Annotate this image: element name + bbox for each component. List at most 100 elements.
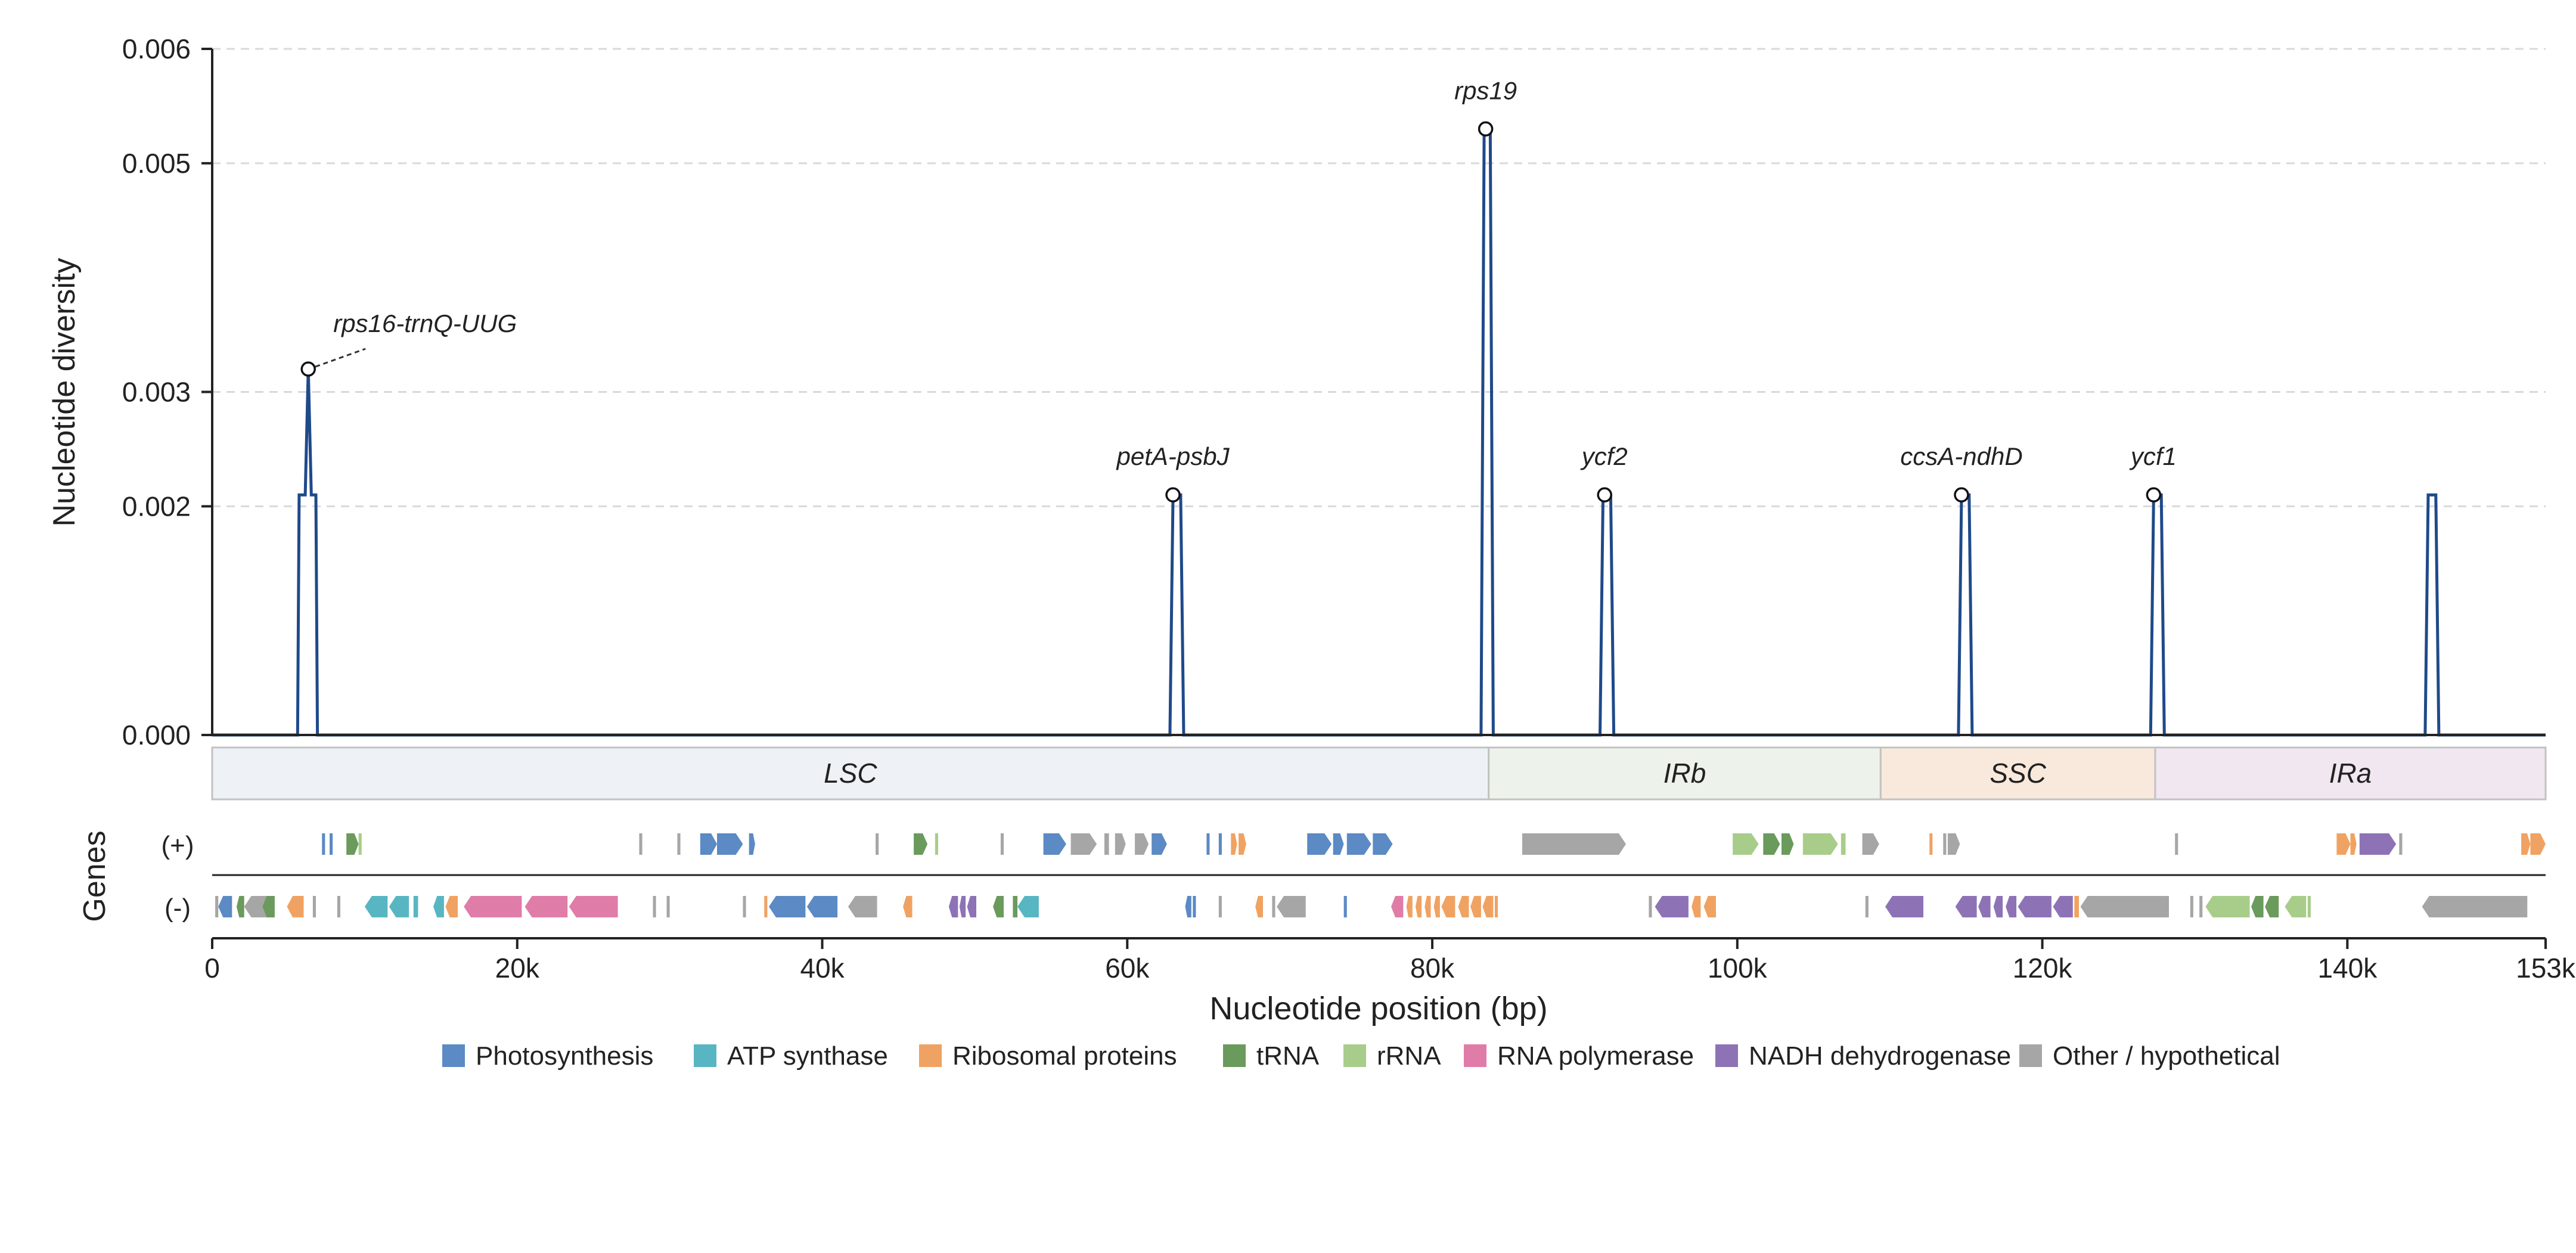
gene-block bbox=[1206, 833, 1210, 855]
peak-label: ycf2 bbox=[1580, 442, 1628, 470]
y-grid bbox=[212, 48, 2546, 507]
x-tick-label: 60k bbox=[1105, 953, 1150, 984]
legend-swatch bbox=[1715, 1044, 1738, 1067]
gene-block bbox=[653, 896, 656, 917]
gene-block bbox=[1458, 896, 1469, 917]
strand-minus-label: (-) bbox=[165, 894, 191, 923]
gene-block bbox=[262, 896, 275, 917]
legend-label: rRNA bbox=[1377, 1041, 1441, 1071]
gene-block bbox=[948, 896, 958, 917]
gene-block bbox=[1135, 833, 1149, 855]
legend-label: Ribosomal proteins bbox=[952, 1041, 1177, 1071]
gene-block bbox=[2205, 896, 2250, 917]
gene-block bbox=[2285, 896, 2307, 917]
gene-block bbox=[322, 833, 325, 855]
gene-block bbox=[337, 896, 340, 917]
legend-swatch bbox=[1464, 1044, 1486, 1067]
region-lsc bbox=[211, 746, 1490, 801]
gene-block bbox=[876, 833, 879, 855]
gene-block bbox=[2350, 833, 2357, 855]
gene-block bbox=[1406, 896, 1413, 917]
region-label: SSC bbox=[1990, 758, 2046, 789]
gene-block bbox=[1782, 833, 1794, 855]
gene-block bbox=[2053, 896, 2073, 917]
x-tick-label: 20k bbox=[495, 953, 540, 984]
gene-block bbox=[1862, 833, 1879, 855]
gene-block bbox=[2265, 896, 2279, 917]
region-label: LSC bbox=[824, 758, 877, 789]
x-tick-label: 0 bbox=[204, 953, 220, 984]
peak-marker bbox=[1165, 487, 1181, 503]
peak-label: ccsA-ndhD bbox=[1900, 442, 2022, 470]
gene-block bbox=[1152, 833, 1167, 855]
gene-block bbox=[1231, 833, 1237, 855]
gene-block bbox=[218, 896, 232, 917]
gene-block bbox=[2530, 833, 2546, 855]
x-tick-label: 40k bbox=[800, 953, 845, 984]
gene-block bbox=[1943, 833, 1947, 855]
gene-block bbox=[1070, 833, 1097, 855]
x-tick-label: 80k bbox=[1410, 953, 1455, 984]
region-label: IRa bbox=[2329, 758, 2372, 789]
strand-plus-label: (+) bbox=[162, 831, 194, 860]
gene-block bbox=[215, 896, 219, 917]
gene-block bbox=[1185, 896, 1191, 917]
gene-block bbox=[2521, 833, 2531, 855]
y-tick-label: 0.002 bbox=[122, 491, 191, 522]
legend-label: NADH dehydrogenase bbox=[1749, 1041, 2011, 1071]
peak-label: ycf1 bbox=[2129, 442, 2177, 470]
gene-block bbox=[1494, 896, 1498, 917]
gene-block bbox=[2307, 896, 2311, 917]
gene-block bbox=[312, 896, 316, 917]
gene-block bbox=[1373, 833, 1393, 855]
gene-block bbox=[1017, 896, 1039, 917]
gene-block bbox=[1391, 896, 1404, 917]
gene-block bbox=[346, 833, 359, 855]
gene-block bbox=[1307, 833, 1332, 855]
x-axis-label: Nucleotide position (bp) bbox=[1209, 991, 1547, 1026]
gene-block bbox=[1218, 896, 1222, 917]
gene-block bbox=[1993, 896, 2003, 917]
genes-plus-strand bbox=[322, 833, 2546, 855]
gene-block bbox=[2399, 833, 2403, 855]
peak-marker bbox=[2146, 487, 2162, 503]
peak-leader-line bbox=[315, 348, 366, 368]
gene-block bbox=[1802, 833, 1838, 855]
gene-block bbox=[2018, 896, 2052, 917]
gene-block bbox=[2359, 833, 2397, 855]
gene-block bbox=[1255, 896, 1263, 917]
gene-block bbox=[914, 833, 928, 855]
peak-marker bbox=[1478, 121, 1494, 137]
legend-swatch bbox=[1343, 1044, 1366, 1067]
gene-block bbox=[806, 896, 838, 917]
legend-swatch bbox=[2019, 1044, 2042, 1067]
gene-block bbox=[389, 896, 409, 917]
x-axis-ticks: 0 20k 40k 60k 80k 100k 120k 140k 153k bbox=[204, 938, 2576, 984]
gene-block bbox=[666, 896, 670, 917]
gene-block bbox=[700, 833, 717, 855]
gene-block bbox=[524, 896, 568, 917]
gene-block bbox=[1703, 896, 1716, 917]
x-tick-label: 120k bbox=[2013, 953, 2073, 984]
gene-block bbox=[677, 833, 681, 855]
x-tick-label: 140k bbox=[2317, 953, 2378, 984]
legend-swatch bbox=[919, 1044, 942, 1067]
gene-block bbox=[1482, 896, 1494, 917]
genes-minus-strand bbox=[215, 896, 2528, 917]
gene-block bbox=[2080, 896, 2169, 917]
x-tick-label: 153k bbox=[2516, 953, 2576, 984]
gene-block bbox=[364, 896, 388, 917]
gene-block bbox=[433, 896, 444, 917]
gene-block bbox=[1433, 896, 1440, 917]
gene-block bbox=[1649, 896, 1652, 917]
gene-block bbox=[1218, 833, 1222, 855]
gene-block bbox=[639, 833, 643, 855]
y-tick-label: 0.006 bbox=[122, 33, 191, 64]
peak-label: petA-psbJ bbox=[1116, 442, 1230, 470]
gene-block bbox=[1424, 896, 1431, 917]
gene-block bbox=[1885, 896, 1923, 917]
gene-block bbox=[1929, 833, 1933, 855]
legend-label: Other / hypothetical bbox=[2053, 1041, 2280, 1071]
gene-block bbox=[2336, 833, 2351, 855]
